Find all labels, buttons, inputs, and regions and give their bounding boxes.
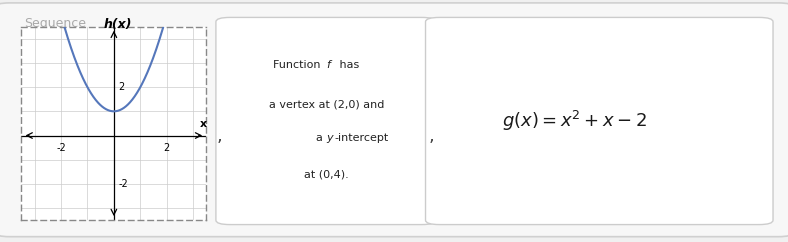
Text: ,: ,	[429, 127, 435, 144]
Text: 2: 2	[164, 143, 170, 153]
Text: 2: 2	[119, 82, 125, 92]
Text: h(x): h(x)	[103, 18, 132, 31]
Text: -2: -2	[56, 143, 66, 153]
Text: $\mathit{g}(\mathit{x}) = \mathit{x}^2 + \mathit{x} - 2$: $\mathit{g}(\mathit{x}) = \mathit{x}^2 +…	[502, 109, 647, 133]
Text: a: a	[316, 133, 326, 143]
FancyBboxPatch shape	[0, 3, 788, 237]
Text: Function: Function	[273, 60, 326, 70]
Text: -intercept: -intercept	[335, 133, 389, 143]
FancyBboxPatch shape	[216, 17, 436, 225]
Text: -2: -2	[119, 179, 128, 189]
Text: ,: ,	[216, 127, 222, 144]
Text: a vertex at (2,0) and: a vertex at (2,0) and	[269, 99, 384, 109]
FancyBboxPatch shape	[426, 17, 773, 225]
Text: f: f	[326, 60, 330, 70]
Text: y: y	[326, 133, 333, 143]
Text: at (0,4).: at (0,4).	[304, 169, 348, 179]
Text: Sequence: Sequence	[24, 17, 86, 30]
Text: has: has	[336, 60, 359, 70]
Text: x: x	[200, 119, 207, 129]
